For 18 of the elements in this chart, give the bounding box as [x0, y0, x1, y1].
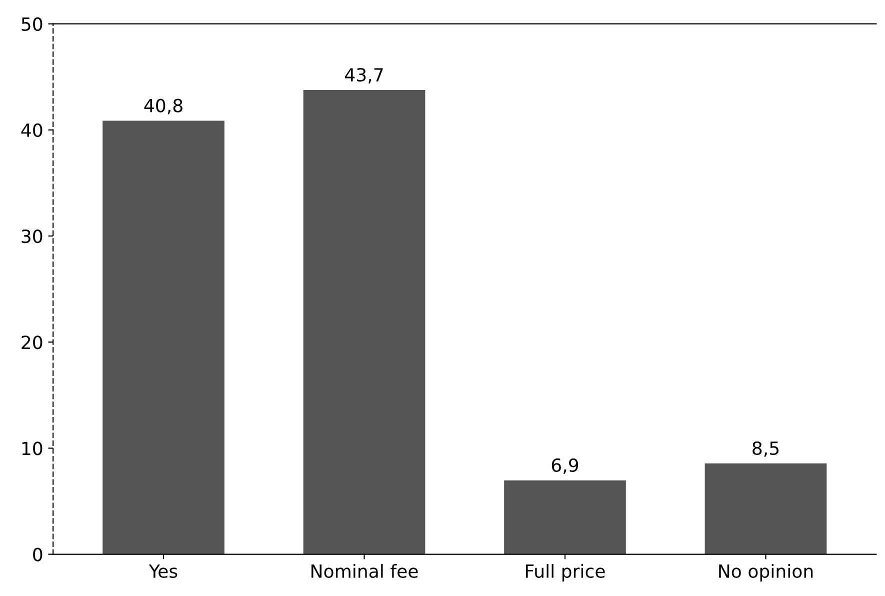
bar — [704, 463, 827, 554]
data-label: 6,9 — [552, 458, 578, 474]
y-tick-label: 40 — [21, 123, 42, 138]
y-tick-label: 10 — [22, 442, 42, 456]
x-tick-label: Yes — [148, 564, 178, 578]
x-tick-label: No opinion — [719, 564, 813, 582]
data-label: 43,7 — [345, 68, 383, 84]
data-label: 8,5 — [752, 441, 779, 457]
x-tick-label: Full price — [526, 564, 605, 582]
x-tick-label: Nominal fee — [312, 564, 418, 578]
data-label: 40,8 — [144, 98, 182, 114]
y-tick-label: 30 — [22, 229, 42, 244]
bar — [303, 90, 426, 554]
y-tick-label: 0 — [33, 548, 42, 562]
y-tick-label: 50 — [22, 17, 42, 31]
y-tick-label: 20 — [22, 336, 42, 350]
bar — [504, 480, 626, 554]
bar — [102, 120, 224, 554]
